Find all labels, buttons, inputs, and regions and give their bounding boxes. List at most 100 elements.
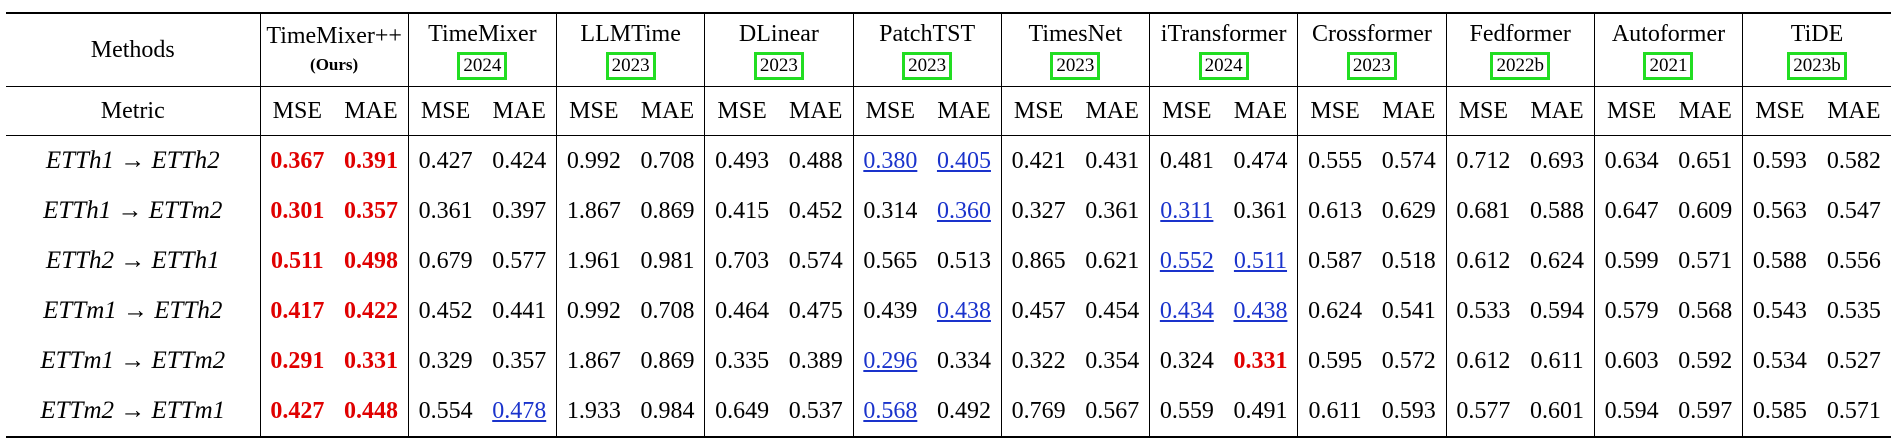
value-cell: 0.421 — [1000, 135, 1076, 186]
value-cell: 0.361 — [1085, 197, 1140, 224]
year-tag: 2023 — [605, 51, 656, 80]
method-name: TiDE — [1790, 20, 1844, 47]
value-cell: 0.488 — [788, 147, 843, 174]
value-cell: 0.361 — [407, 186, 483, 236]
value-cell: 0.621 — [1085, 247, 1140, 274]
method-header: Fedformer 2022b — [1445, 12, 1595, 87]
value-cell: 0.354 — [1085, 347, 1140, 374]
value-cell: 0.595 — [1297, 336, 1372, 386]
value-cell: 0.541 — [1381, 297, 1436, 324]
results-table: Methods TimeMixer++ (Ours) TimeMixer 2024 LLM… — [6, 12, 1891, 438]
year-tag: 2023 — [902, 51, 953, 80]
method-header: TimeMixer 2024 — [407, 12, 557, 87]
value-cell: 0.577 — [1445, 386, 1521, 438]
value-cell: 0.464 — [704, 286, 779, 336]
value-cell: 0.492 — [927, 386, 1002, 438]
year-tag: 2021 — [1643, 51, 1694, 80]
value-cell: 0.454 — [1085, 297, 1140, 324]
value-cell: 0.291 — [259, 336, 335, 386]
metric-name: MSE — [1445, 86, 1521, 136]
value-cell: 0.585 — [1742, 386, 1817, 438]
method-header: Autoformer 2021 — [1593, 12, 1743, 87]
value-cell: 0.612 — [1445, 336, 1521, 386]
value-cell: 0.448 — [334, 386, 409, 438]
row-name: ETTm2 → ETTm1 — [6, 386, 261, 438]
table-container: Methods TimeMixer++ (Ours) TimeMixer 2024 LLM… — [6, 12, 1891, 438]
value-cell: 0.533 — [1445, 286, 1521, 336]
value-cell: 0.391 — [343, 147, 398, 174]
metric-name: MSE — [1297, 86, 1372, 136]
value-cell: 0.613 — [1297, 186, 1372, 236]
value-cell: 0.493 — [704, 135, 779, 186]
value-cell: 0.534 — [1742, 336, 1817, 386]
metric-name: MAE — [1520, 86, 1595, 136]
year-tag: 2023 — [1050, 51, 1101, 80]
table-body: ETTh1 → ETTh2 0.367 0.391 0.427 0.424 0.992 0.… — [6, 135, 1891, 438]
value-cell: 0.427 — [407, 135, 483, 186]
value-cell: 0.498 — [343, 247, 398, 274]
value-cell: 0.439 — [852, 286, 928, 336]
data-row: ETTh2 → ETTh1 0.511 0.498 0.679 0.577 1.961 0.… — [6, 236, 1891, 286]
value-cell: 0.869 — [640, 197, 695, 224]
value-cell: 0.681 — [1445, 186, 1521, 236]
value-cell: 0.296 — [852, 336, 928, 386]
value-cell: 0.587 — [1297, 236, 1372, 286]
method-header: iTransformer 2024 — [1149, 12, 1298, 87]
method-name: DLinear — [738, 20, 819, 47]
value-cell: 0.612 — [1445, 236, 1521, 286]
value-cell: 0.535 — [1826, 297, 1881, 324]
value-cell: 0.869 — [640, 347, 695, 374]
metric-name: MSE — [556, 86, 631, 136]
value-cell: 0.769 — [1000, 386, 1076, 438]
metric-name: MSE — [704, 86, 779, 136]
year-tag: 2024 — [457, 51, 508, 80]
data-row: ETTm2 → ETTm1 0.427 0.448 0.554 0.478 1.933 0.… — [6, 386, 1891, 438]
value-cell: 0.577 — [492, 247, 547, 274]
year-tag: 2023 — [1346, 51, 1397, 80]
method-header: TimeMixer++ (Ours) — [259, 12, 409, 87]
metric-name: MSE — [1742, 86, 1817, 136]
value-cell: 0.679 — [407, 236, 483, 286]
value-cell: 0.647 — [1593, 186, 1669, 236]
value-cell: 0.712 — [1445, 135, 1521, 186]
value-cell: 0.357 — [492, 347, 547, 374]
value-cell: 0.599 — [1593, 236, 1669, 286]
metric-name: MSE — [1000, 86, 1076, 136]
method-name: LLMTime — [580, 20, 681, 47]
value-cell: 0.438 — [1233, 297, 1288, 324]
value-cell: 0.513 — [936, 247, 991, 274]
value-cell: 0.329 — [407, 336, 483, 386]
value-cell: 0.547 — [1826, 197, 1881, 224]
data-row: ETTh1 → ETTm2 0.301 0.357 0.361 0.397 1.867 0.… — [6, 186, 1891, 236]
metric-name: MSE — [852, 86, 928, 136]
value-cell: 0.592 — [1678, 347, 1733, 374]
value-cell: 0.629 — [1381, 197, 1436, 224]
value-cell: 0.511 — [259, 236, 335, 286]
table-header: Methods TimeMixer++ (Ours) TimeMixer 2024 LLM… — [6, 12, 1891, 136]
row-name: ETTh1 → ETTh2 — [45, 147, 220, 174]
header-row: Methods TimeMixer++ (Ours) TimeMixer 2024 LLM… — [6, 12, 1891, 87]
value-cell: 0.594 — [1593, 386, 1669, 438]
value-cell: 0.434 — [1149, 286, 1224, 336]
value-cell: 0.457 — [1000, 286, 1076, 336]
metric-name: MSE — [1149, 86, 1224, 136]
metric-row: Metric MSE MAE MSE MAE MSE MAE MSE MAE MSE MAE MSE M… — [6, 86, 1891, 136]
metric-name: MSE — [407, 86, 483, 136]
value-cell: 0.367 — [259, 135, 335, 186]
value-cell: 0.311 — [1149, 186, 1224, 236]
value-cell: 0.992 — [556, 286, 631, 336]
value-cell: 0.568 — [1678, 297, 1733, 324]
value-cell: 0.424 — [492, 147, 547, 174]
value-cell: 0.491 — [1223, 386, 1298, 438]
year-tag: 2023b — [1787, 51, 1847, 80]
method-header: PatchTST 2023 — [852, 12, 1002, 87]
value-cell: 0.511 — [1233, 247, 1288, 274]
value-cell: 0.314 — [852, 186, 928, 236]
value-cell: 0.554 — [407, 386, 483, 438]
data-row: ETTm1 → ETTm2 0.291 0.331 0.329 0.357 1.867 0.… — [6, 336, 1891, 386]
value-cell: 0.588 — [1742, 236, 1817, 286]
method-name: Fedformer — [1469, 20, 1571, 47]
metric-name: MAE — [1223, 86, 1298, 136]
data-row: ETTh1 → ETTh2 0.367 0.391 0.427 0.424 0.992 0.… — [6, 135, 1891, 186]
value-cell: 0.475 — [788, 297, 843, 324]
